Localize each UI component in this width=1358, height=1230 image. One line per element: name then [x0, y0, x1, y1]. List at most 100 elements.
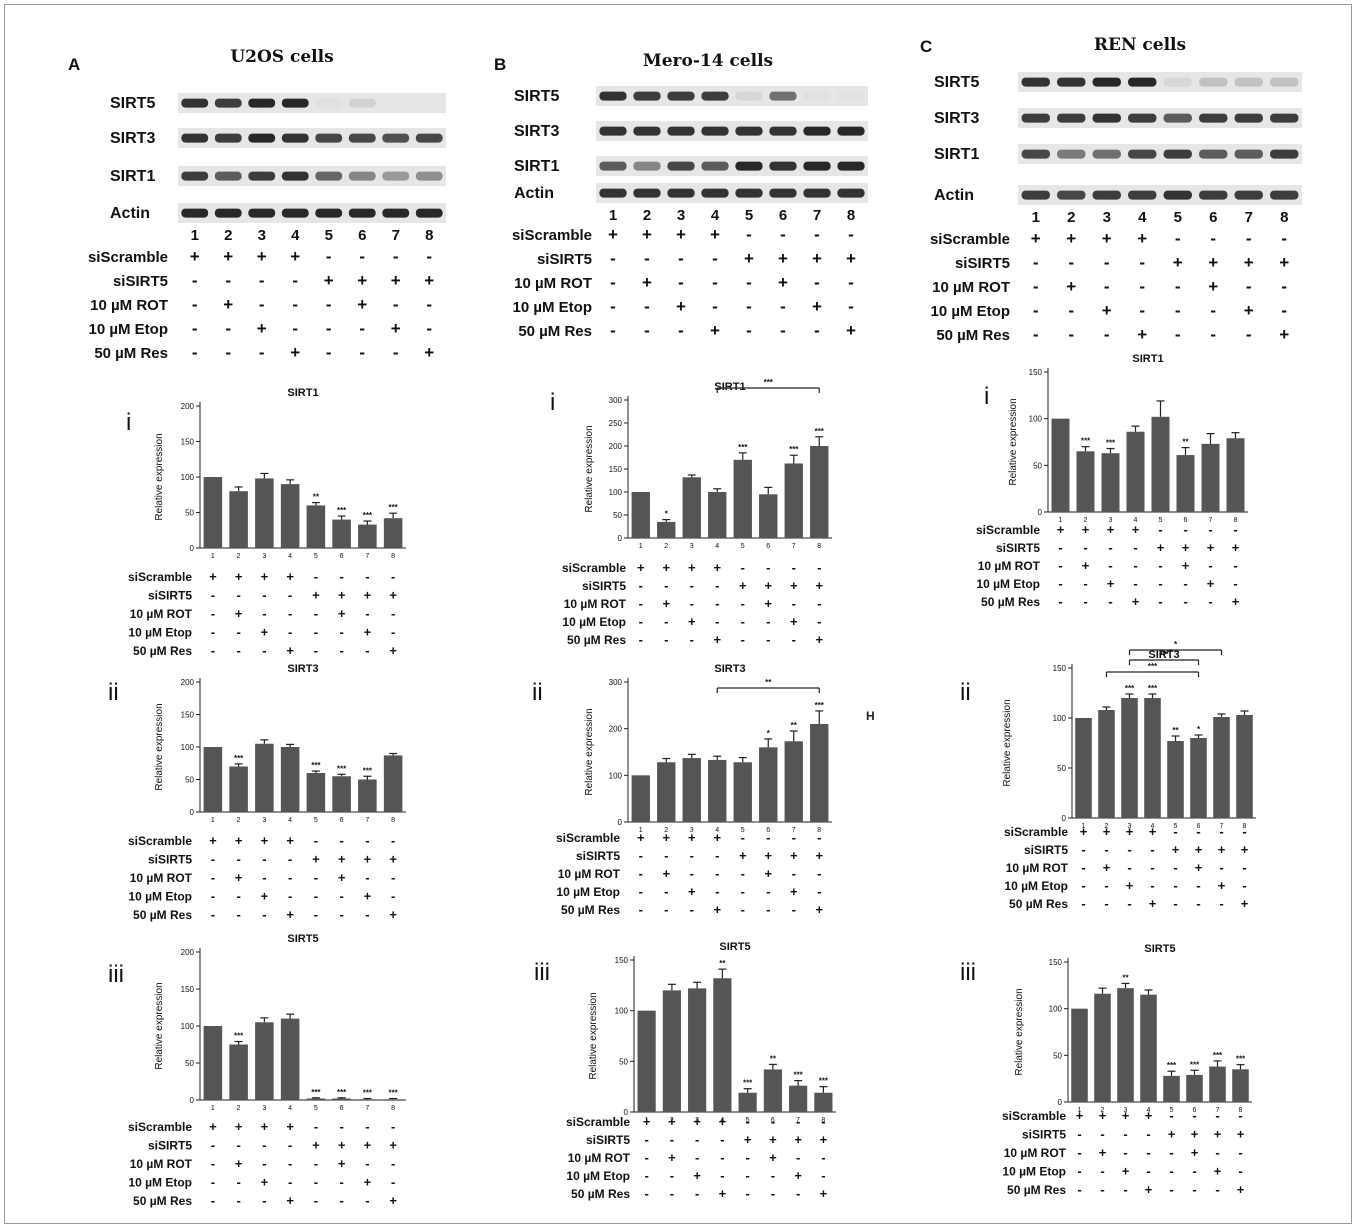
blot-condition-sign: - — [192, 295, 198, 314]
chart-condition-sign: - — [339, 569, 343, 584]
blot-condition-sign: - — [644, 249, 650, 268]
chart-significance-label: *** — [1190, 1060, 1200, 1069]
chart-bar — [1163, 1075, 1180, 1102]
chart-condition-label: 10 µM Etop — [1004, 879, 1068, 893]
chart-bracket-label: *** — [764, 378, 774, 387]
chart-condition-sign: - — [211, 870, 215, 885]
blot-band-actin-lane-1 — [599, 188, 627, 198]
chart-bar — [1151, 416, 1170, 512]
blot-band-sirt3-lane-2 — [214, 133, 242, 143]
blot-lane-number: 5 — [745, 207, 753, 224]
chart-condition-sign: + — [286, 1119, 294, 1134]
blot-condition-sign: + — [1066, 277, 1076, 296]
blot-condition-sign: + — [812, 249, 822, 268]
blot-condition-sign: - — [259, 343, 265, 362]
chart-condition-label: 10 µM ROT — [978, 559, 1041, 573]
chart-condition-sign: + — [286, 833, 294, 848]
blot-band-actin-lane-5 — [1163, 190, 1192, 200]
chart-title-c-ii: SIRT3 — [1148, 649, 1179, 661]
chart-condition-sign: + — [364, 625, 372, 640]
blot-condition-sign: - — [848, 225, 854, 244]
blot-band-sirt5-lane-3 — [667, 91, 695, 101]
chart-condition-sign: + — [261, 1175, 269, 1190]
chart-condition-sign: + — [1157, 540, 1165, 555]
chart-condition-sign: - — [1108, 594, 1112, 609]
chart-ylabel-c-ii: Relative expression — [1002, 699, 1013, 786]
chart-condition-sign: - — [644, 1150, 648, 1165]
chart-bar — [1209, 1066, 1226, 1102]
chart-roman-c-i: i — [984, 383, 989, 410]
chart-condition-sign: + — [764, 578, 772, 593]
chart-significance-label: *** — [1148, 684, 1158, 693]
chart-y-tick-label: 150 — [615, 956, 629, 965]
blot-condition-sign: - — [225, 271, 231, 290]
chart-condition-sign: - — [365, 1119, 369, 1134]
chart-condition-sign: + — [389, 643, 397, 658]
chart-condition-sign: + — [261, 625, 269, 640]
chart-condition-sign: + — [235, 1156, 243, 1171]
chart-bar — [1144, 698, 1161, 818]
blot-condition-sign: + — [1102, 229, 1112, 248]
chart-condition-sign: - — [211, 606, 215, 621]
chart-condition-sign: + — [338, 852, 346, 867]
chart-significance-label: *** — [337, 764, 347, 773]
chart-y-tick-label: 0 — [618, 534, 623, 543]
chart-bracket-label: ** — [765, 678, 772, 687]
chart-condition-sign: - — [821, 1168, 825, 1183]
chart-condition-sign: + — [286, 1193, 294, 1208]
chart-x-tick-label: 3 — [1124, 1107, 1128, 1114]
chart-bar — [1226, 438, 1245, 512]
chart-condition-label: 10 µM ROT — [564, 597, 627, 611]
chart-condition-sign: - — [288, 1175, 292, 1190]
chart-condition-sign: - — [1058, 558, 1062, 573]
chart-significance-label: ** — [1172, 726, 1179, 735]
chart-y-tick-label: 0 — [190, 544, 195, 553]
blot-strip-sirt5-c — [1018, 72, 1302, 92]
chart-y-tick-label: 100 — [615, 1007, 629, 1016]
blot-condition-label: 10 µM Etop — [513, 299, 592, 316]
chart-x-tick-label: 8 — [817, 543, 821, 550]
blot-band-sirt5-lane-1 — [599, 91, 627, 101]
chart-y-tick-label: 150 — [609, 465, 623, 474]
chart-x-tick-label: 6 — [766, 827, 770, 834]
chart-significance-label: *** — [1106, 439, 1116, 448]
blot-band-sirt1-lane-7 — [1234, 149, 1263, 159]
blot-band-actin-lane-5 — [315, 208, 343, 218]
chart-bar — [203, 477, 223, 548]
blot-condition-sign: - — [1281, 301, 1287, 320]
blot-condition-sign: - — [746, 273, 752, 292]
blot-condition-sign: - — [326, 319, 332, 338]
chart-condition-sign: - — [741, 596, 745, 611]
blot-condition-sign: + — [846, 249, 856, 268]
chart-x-tick-label: 2 — [1084, 517, 1088, 524]
blot-label-sirt5-a: SIRT5 — [110, 95, 155, 112]
chart-condition-sign: - — [236, 889, 240, 904]
blot-condition-label: 10 µM Etop — [89, 321, 168, 338]
chart-condition-sign: - — [771, 1186, 775, 1201]
blot-condition-sign: - — [1104, 325, 1110, 344]
chart-condition-sign: - — [741, 866, 745, 881]
chart-condition-sign: - — [796, 1114, 800, 1129]
chart-condition-sign: - — [741, 614, 745, 629]
blot-band-sirt1-lane-1 — [181, 171, 209, 181]
chart-condition-sign: - — [664, 884, 668, 899]
blot-condition-sign: - — [1139, 277, 1145, 296]
chart-title-c-i: SIRT1 — [1132, 353, 1163, 365]
chart-x-tick-label: 1 — [645, 1117, 649, 1124]
chart-condition-sign: - — [771, 1114, 775, 1129]
blot-band-sirt5-lane-6 — [1199, 77, 1228, 87]
chart-x-tick-label: 2 — [664, 827, 668, 834]
blot-band-sirt1-lane-1 — [599, 161, 627, 171]
chart-bar — [229, 766, 248, 812]
chart-condition-sign: + — [1080, 824, 1088, 839]
chart-x-tick-label: 7 — [365, 553, 369, 560]
chart-condition-sign: - — [288, 1138, 292, 1153]
blot-condition-sign: - — [746, 321, 752, 340]
blot-condition-sign: - — [610, 273, 616, 292]
chart-condition-sign: + — [713, 560, 721, 575]
chart-condition-sign: - — [745, 1114, 749, 1129]
blot-strip-sirt1-c — [1018, 144, 1302, 164]
chart-x-tick-label: 5 — [1170, 1107, 1174, 1114]
chart-condition-sign: - — [639, 848, 643, 863]
blot-condition-sign: + — [257, 319, 267, 338]
